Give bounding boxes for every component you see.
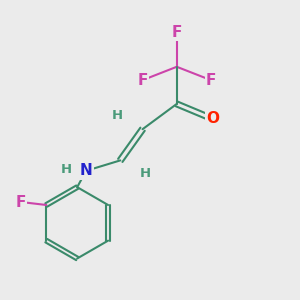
Text: F: F <box>137 73 148 88</box>
Text: N: N <box>80 163 92 178</box>
Text: F: F <box>206 73 216 88</box>
Text: O: O <box>206 111 219 126</box>
Text: H: H <box>140 167 151 180</box>
Text: H: H <box>61 163 72 176</box>
Text: F: F <box>16 194 26 209</box>
Text: H: H <box>112 109 123 122</box>
Text: F: F <box>172 25 182 40</box>
